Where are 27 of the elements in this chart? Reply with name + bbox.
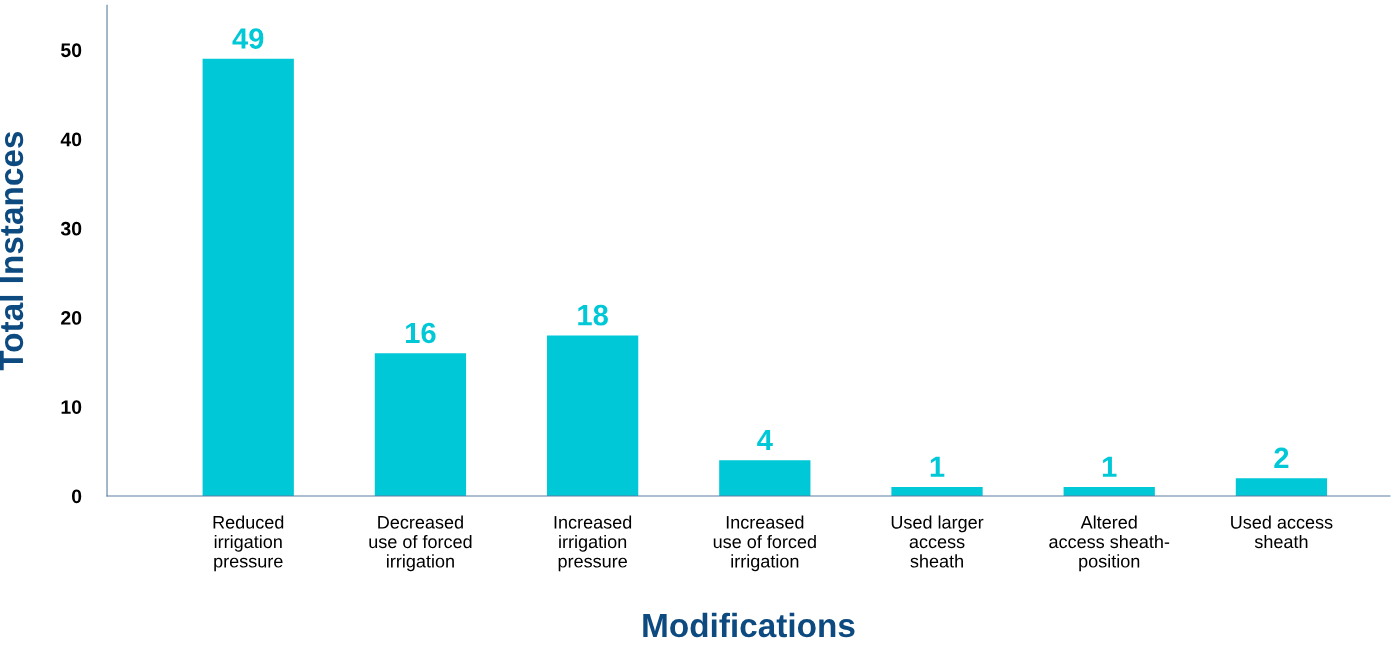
y-tick-label: 50 [61,43,82,58]
y-tick-label: 0 [71,489,82,504]
x-tick-label: Decreased use of forced irrigation [369,515,472,572]
y-tick-label: 30 [60,221,82,236]
data-label: 4 [757,430,773,451]
bar [891,487,983,496]
data-label: 1 [1102,456,1117,477]
x-tick-label: Increased use of forced irrigation [713,515,816,572]
x-tick-label: Altered access sheath- position [1049,515,1170,572]
x-tick-label: Increased irrigation pressure [554,515,632,572]
y-tick-label: 40 [60,132,82,147]
bar [374,353,467,496]
data-label: 16 [406,322,436,344]
x-axis-title: Modifications [643,612,855,638]
y-tick-label: 10 [61,400,82,415]
data-label: 1 [930,456,945,477]
x-tick-label: Reduced irrigation pressure [213,515,284,572]
x-tick-label: Used access sheath [1231,515,1333,549]
bar [1235,478,1328,496]
bar [546,335,639,496]
data-label: 2 [1274,447,1289,468]
y-tick-label: 20 [61,311,82,325]
bar [719,460,811,496]
data-label: 49 [232,28,264,49]
bar [202,58,294,496]
data-label: 18 [578,304,608,326]
x-tick-label: Used larger access sheath [891,515,984,568]
